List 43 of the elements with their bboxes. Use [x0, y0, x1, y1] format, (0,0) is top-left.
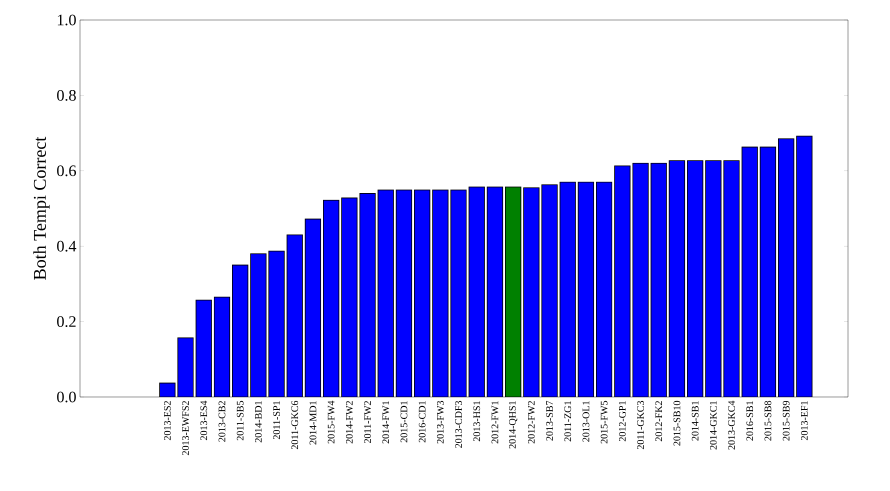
x-tick-label: 2013-GKC4 [728, 400, 735, 450]
x-tick-label: 2014-MD1 [310, 401, 316, 445]
x-tick-label: 2013-CDF3 [455, 400, 462, 448]
y-tick-label: 0.0 [57, 392, 76, 402]
x-tick-label: 2014-FW2 [346, 401, 353, 444]
x-tick-label: 2014-FW1 [382, 401, 390, 444]
x-tick-label: 2016-SB1 [746, 401, 754, 441]
x-tick-label: 2013-ES4 [200, 400, 208, 440]
x-tick-label: 2016-CD1 [418, 401, 426, 442]
y-tick-label: 0.4 [57, 240, 76, 252]
x-tick-label: 2013-FW3 [436, 400, 444, 444]
x-tick-label: 2012-FK2 [655, 401, 662, 442]
x-tick-label: 2015-CD1 [400, 401, 408, 442]
x-tick-label: 2013-EF1 [800, 401, 808, 440]
x-tick-label: 2011-FW2 [364, 401, 371, 444]
x-tick-label: 2012-FW1 [492, 401, 498, 444]
x-tick-label: 2015-SB8 [764, 400, 772, 441]
x-tick-label: 2015-SB9 [782, 400, 790, 441]
x-tick-label: 2011-GKC3 [637, 400, 644, 450]
x-tick-label: 2014-QHS1 [509, 401, 518, 448]
x-tick-label: 2014-GKC1 [710, 401, 717, 450]
x-tick-label: 2013-OL1 [582, 401, 590, 442]
y-tick-label: 0.6 [57, 165, 76, 176]
y-tick-label: 1.0 [58, 14, 76, 26]
x-tick-label: 2012-GP1 [618, 401, 626, 442]
x-tick-label: 2013-EWFS2 [182, 401, 189, 456]
y-tick-label: 0.2 [57, 316, 76, 328]
x-tick-label: 2015-SB10 [674, 400, 680, 446]
x-tick-label: 2011-SB5 [236, 400, 244, 440]
x-tick-label: 2014-BD1 [254, 401, 262, 442]
x-tick-label: 2011-SP1 [273, 401, 280, 440]
x-tick-label: 2011-GKC6 [291, 400, 298, 450]
x-tick-label: 2013-HS1 [473, 401, 480, 442]
y-axis-title: Both Tempi Correct [33, 136, 50, 280]
x-tick-label: 2015-FW5 [600, 400, 608, 444]
x-tick-label: 2014-SB1 [692, 401, 699, 441]
x-tick-label: 2012-FW2 [528, 401, 535, 444]
y-tick-label: 0.8 [57, 90, 76, 101]
x-tick-label: 2011-ZG1 [564, 401, 572, 442]
x-tick-label: 2013-SB7 [546, 400, 553, 441]
x-tick-label: 2013-CB2 [218, 401, 226, 442]
x-tick-label: 2013-ES2 [164, 401, 171, 440]
x-tick-label: 2015-FW4 [328, 400, 335, 444]
